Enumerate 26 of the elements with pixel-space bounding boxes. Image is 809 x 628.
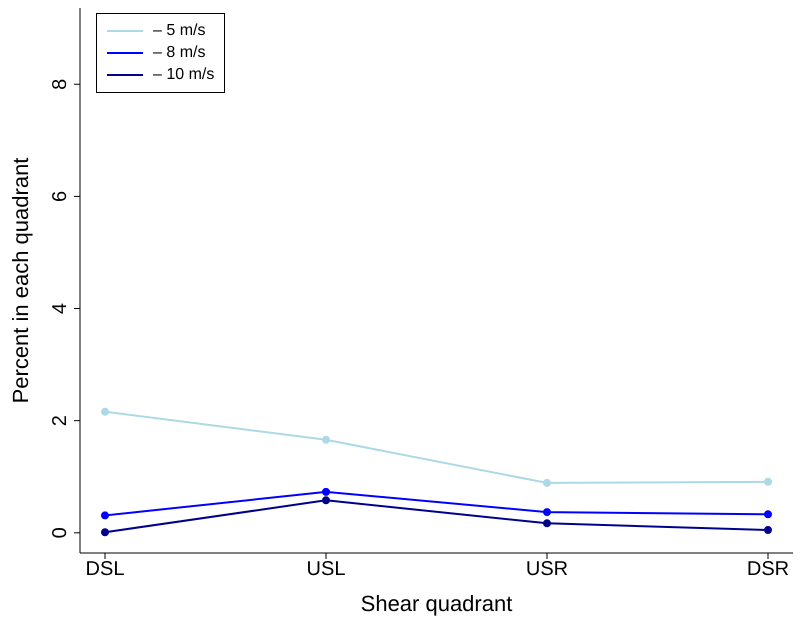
- point: [322, 436, 330, 444]
- point: [543, 478, 551, 487]
- point: [101, 511, 109, 520]
- point: [764, 510, 772, 518]
- y-tick-label: 0: [49, 527, 71, 538]
- point: [101, 528, 109, 536]
- y-tick-label: 8: [49, 78, 71, 90]
- x-tick-label: DSL: [86, 558, 124, 580]
- x-tick-label: USL: [306, 558, 346, 580]
- point: [543, 519, 551, 528]
- y-tick-label: 6: [49, 190, 71, 202]
- y-tick-label: 2: [49, 415, 71, 426]
- point: [101, 408, 109, 416]
- point: [764, 526, 772, 534]
- x-tick-label: DSR: [746, 558, 790, 580]
- legend-label: – 10 m/s: [153, 66, 214, 84]
- y-tick-label: 4: [49, 302, 71, 314]
- legend-label: – 5 m/s: [153, 22, 206, 40]
- y-axis-title: Percent in each quadrant: [8, 158, 33, 404]
- point: [764, 478, 772, 486]
- x-axis-title: Shear quadrant: [360, 591, 512, 616]
- point: [322, 496, 330, 504]
- point: [322, 488, 330, 496]
- point: [543, 508, 551, 516]
- legend-label: – 8 m/s: [153, 44, 206, 62]
- x-tick-label: USR: [526, 558, 568, 580]
